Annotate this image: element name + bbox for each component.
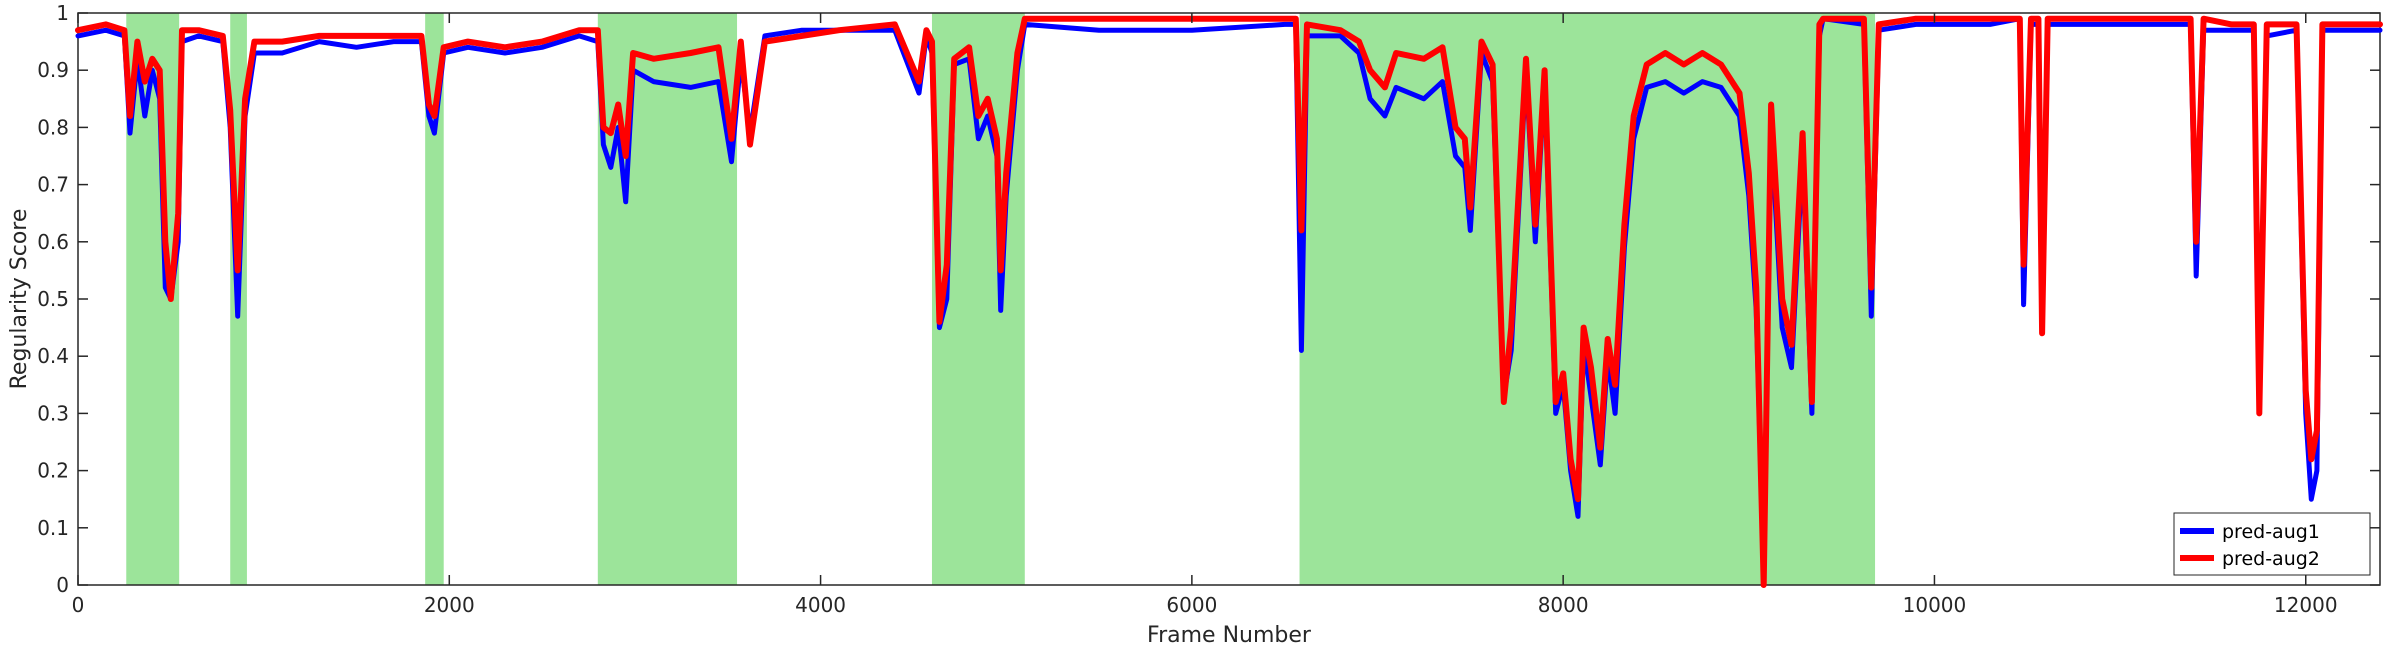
- series-layer: [75, 15, 2383, 588]
- x-tick-label: 2000: [424, 593, 475, 617]
- y-tick-label: 0.2: [37, 459, 69, 483]
- y-tick-label: 0.9: [37, 58, 69, 82]
- highlight-region-4: [597, 13, 738, 585]
- x-tick-label: 6000: [1166, 593, 1217, 617]
- y-tick-label: 0.1: [37, 516, 69, 540]
- x-axis-label: Frame Number: [1147, 623, 1312, 648]
- axis-ticks: 0 2000 4000 6000 8000 10000 12000 0 0.1 0.2 0.3 0.4…: [37, 1, 2380, 617]
- y-tick-label: 0.7: [37, 173, 69, 197]
- legend: pred-aug1 pred-aug2: [2173, 512, 2371, 576]
- x-tick-label: 8000: [1538, 593, 1589, 617]
- series-line-pred-aug2: [75, 15, 2383, 588]
- x-tick-label: 12000: [2274, 593, 2338, 617]
- y-tick-label: 0.5: [37, 287, 69, 311]
- x-tick-label: 0: [72, 593, 85, 617]
- highlight-region-6: [1299, 13, 1876, 585]
- y-tick-label: 0: [56, 573, 69, 597]
- highlight-region-3: [425, 13, 444, 585]
- y-tick-label: 0.4: [37, 344, 69, 368]
- x-tick-label: 4000: [795, 593, 846, 617]
- x-tick-label: 10000: [1903, 593, 1967, 617]
- legend-box: [2173, 512, 2371, 576]
- plot-frame: [77, 12, 2381, 586]
- y-tick-label: 1: [56, 1, 69, 25]
- y-tick-label: 0.6: [37, 230, 69, 254]
- legend-entry: pred-aug2: [2222, 548, 2320, 570]
- y-tick-label: 0.8: [37, 115, 69, 139]
- legend-entry: pred-aug1: [2222, 521, 2320, 543]
- y-axis-label: Regularity Score: [7, 209, 32, 390]
- series-line-pred-aug1: [75, 16, 2383, 577]
- y-tick-label: 0.3: [37, 401, 69, 425]
